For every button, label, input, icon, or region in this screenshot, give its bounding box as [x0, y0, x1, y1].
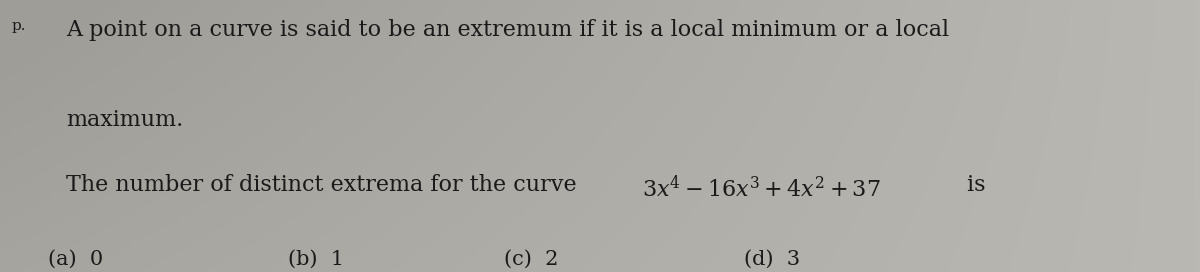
- Text: The number of distinct extrema for the curve: The number of distinct extrema for the c…: [66, 174, 583, 196]
- Text: p.: p.: [12, 19, 26, 33]
- Text: (d)  3: (d) 3: [744, 250, 800, 269]
- Text: (a)  0: (a) 0: [48, 250, 103, 269]
- Text: A point on a curve is said to be an extremum if it is a local minimum or a local: A point on a curve is said to be an extr…: [66, 19, 949, 41]
- Text: (b)  1: (b) 1: [288, 250, 344, 269]
- Text: $3x^4 - 16x^3 + 4x^2 + 37$: $3x^4 - 16x^3 + 4x^2 + 37$: [642, 174, 881, 200]
- Text: is: is: [960, 174, 985, 196]
- Text: maximum.: maximum.: [66, 109, 184, 131]
- Text: (c)  2: (c) 2: [504, 250, 558, 269]
